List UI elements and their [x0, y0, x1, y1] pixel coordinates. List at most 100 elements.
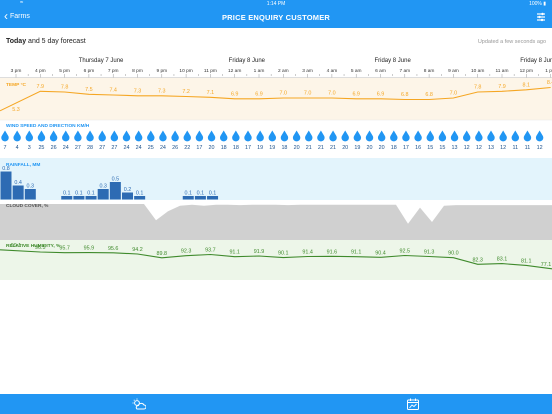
rainfall-value: 0.8 — [2, 166, 10, 172]
wind-arrow-icon — [147, 130, 155, 142]
wind-value: 12 — [500, 145, 506, 151]
time-label: 7 am — [399, 68, 410, 74]
rainfall-bar — [85, 196, 97, 200]
time-label: 9 am — [448, 68, 459, 74]
time-label: 2 am — [278, 68, 289, 74]
humidity-value: 91.3 — [424, 250, 435, 256]
rainfall-bar — [97, 189, 109, 200]
wind-value: 7 — [4, 145, 7, 151]
wind-value: 19 — [257, 145, 263, 151]
wind-value: 25 — [38, 145, 44, 151]
rainfall-value: 0.3 — [27, 184, 35, 190]
rainfall-bar — [24, 189, 36, 200]
wind-title: WIND SPEED AND DIRECTION KM/H — [6, 123, 90, 129]
wind-arrow-icon — [426, 130, 434, 142]
rainfall-bar — [61, 196, 73, 200]
humidity-value: 81.1 — [521, 258, 532, 264]
wind-arrow-icon — [244, 130, 252, 142]
tab-calendar[interactable] — [406, 398, 420, 410]
humidity-value: 90.0 — [448, 251, 459, 257]
wind-value: 24 — [160, 145, 166, 151]
time-label: 1 pm — [545, 68, 552, 74]
humidity-value: 91.1 — [229, 250, 240, 256]
time-label: 10 pm — [179, 68, 192, 74]
wind-arrow-icon — [438, 130, 447, 142]
back-button[interactable]: ‹ Farms — [4, 9, 30, 23]
temperature-value: 7.4 — [109, 88, 117, 94]
chevron-left-icon: ‹ — [4, 9, 8, 23]
filter-menu-icon[interactable] — [536, 12, 546, 22]
wind-arrow-icon — [110, 130, 119, 142]
rainfall-value: 0.1 — [87, 191, 95, 197]
forecast-header: Today and 5 day forecast Updated a few s… — [0, 36, 552, 48]
humidity-value: 92.3 — [181, 249, 192, 255]
rainfall-bar — [134, 196, 146, 200]
wind-arrow-icon — [25, 130, 33, 142]
temperature-value: 7.2 — [182, 89, 190, 95]
wind-value: 24 — [63, 145, 69, 151]
wind-value: 16 — [415, 145, 421, 151]
rainfall-title: RAINFALL, MM — [6, 162, 40, 168]
wind-value: 18 — [391, 145, 397, 151]
humidity-value: 90.4 — [375, 250, 386, 256]
tab-weather[interactable] — [132, 398, 146, 410]
time-label: 9 pm — [156, 68, 167, 74]
humidity-value: 92.5 — [400, 249, 411, 255]
humidity-title: RELATIVE HUMIDITY, % — [6, 243, 61, 249]
wind-arrow-icon — [305, 130, 313, 142]
temperature-value: 7.0 — [328, 91, 336, 97]
status-bar: ≈ 1:14 PM 100% ▮ — [0, 0, 552, 8]
sun-cloud-icon — [132, 398, 146, 410]
rainfall-bar — [122, 192, 133, 200]
wind-arrow-icon — [159, 130, 167, 142]
wind-arrow-icon — [86, 130, 94, 142]
humidity-value: 89.8 — [157, 251, 168, 257]
wind-arrow-icon — [511, 130, 519, 142]
calendar-icon — [407, 398, 419, 410]
wind-arrow-icon — [329, 130, 337, 142]
time-label: 7 pm — [108, 68, 119, 74]
humidity-value: 95.6 — [108, 246, 119, 252]
wind-value: 21 — [306, 145, 312, 151]
rainfall-value: 0.1 — [209, 191, 217, 197]
temperature-value: 7.5 — [85, 87, 93, 93]
forecast-title: Today and 5 day forecast — [6, 38, 86, 45]
wind-value: 18 — [221, 145, 227, 151]
wind-value: 27 — [99, 145, 105, 151]
humidity-value: 95.9 — [84, 246, 95, 252]
wind-arrow-icon — [122, 130, 131, 142]
rainfall-value: 0.1 — [136, 191, 144, 197]
rainfall-bar — [12, 185, 24, 200]
wind-value: 12 — [476, 145, 482, 151]
temperature-value: 7.8 — [61, 85, 69, 91]
temperature-value: 6.8 — [425, 92, 433, 98]
wind-arrow-icon — [280, 130, 289, 142]
time-label: 5 pm — [59, 68, 70, 74]
wind-value: 12 — [464, 145, 470, 151]
temperature-value: 7.0 — [280, 91, 288, 97]
time-label: 3 am — [302, 68, 313, 74]
wind-value: 15 — [427, 145, 433, 151]
humidity-value: 93.7 — [205, 247, 216, 253]
humidity-value: 91.6 — [327, 249, 338, 255]
rainfall-value: 0.1 — [75, 191, 83, 197]
temperature-value: 6.8 — [401, 92, 409, 98]
wind-arrow-icon — [268, 130, 276, 142]
temperature-value: 7.0 — [304, 91, 312, 97]
temperature-value: 8.1 — [523, 82, 531, 88]
time-label: 11 pm — [204, 68, 217, 74]
temperature-value: 7.9 — [37, 84, 45, 90]
wind-arrow-icon — [402, 130, 410, 142]
wind-arrow-icon — [220, 130, 228, 142]
time-label: 1 am — [254, 68, 265, 74]
wind-value: 11 — [512, 145, 518, 151]
wind-arrow-icon — [98, 130, 106, 142]
wind-value: 20 — [379, 145, 385, 151]
time-label: 12 pm — [520, 68, 533, 74]
wind-arrow-icon — [450, 130, 459, 142]
back-label: Farms — [10, 13, 30, 20]
temperature-value: 7.0 — [450, 91, 458, 97]
temperature-band — [0, 78, 552, 120]
wind-value: 24 — [136, 145, 142, 151]
forecast-chart[interactable]: Thursday 7 June Friday 8 June Friday 8 Jun… — [0, 52, 552, 284]
